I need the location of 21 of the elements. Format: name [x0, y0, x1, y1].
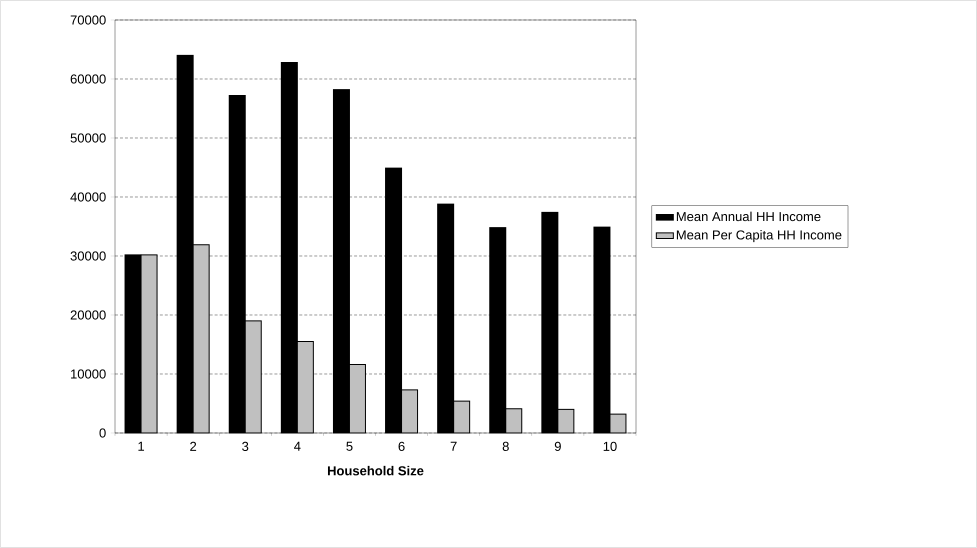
y-tick-label: 20000 — [70, 310, 106, 320]
x-tick-label: 6 — [398, 442, 405, 451]
y-tick-label: 40000 — [70, 192, 106, 202]
x-tick-label: 9 — [554, 442, 561, 451]
x-tick-label: 2 — [190, 442, 196, 451]
x-tick-label: 5 — [346, 442, 353, 451]
y-tick-label: 50000 — [70, 133, 106, 143]
y-tick-label: 60000 — [70, 74, 106, 84]
x-tick-label: 10 — [604, 442, 617, 451]
x-tick-label: 3 — [242, 442, 248, 451]
x-tick-label: 1 — [138, 442, 144, 451]
x-tick-label: 8 — [502, 442, 509, 451]
x-axis-title: Household Size — [328, 466, 424, 476]
legend-label: Mean Annual HH Income — [676, 212, 820, 222]
y-tick-label: 0 — [100, 428, 106, 438]
y-tick-label: 30000 — [70, 251, 106, 261]
x-tick-label: 4 — [294, 442, 301, 451]
y-tick-label: 70000 — [70, 15, 106, 25]
y-tick-label: 10000 — [71, 369, 106, 379]
legend-label: Mean Per Capita HH Income — [676, 230, 842, 242]
x-tick-label: 7 — [450, 442, 457, 451]
